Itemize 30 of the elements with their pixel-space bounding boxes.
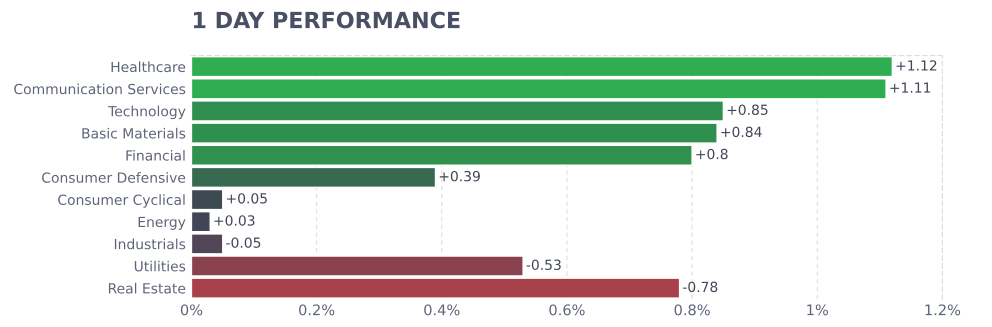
data-label: -0.53 [526,260,561,270]
y-tick-label: Real Estate [108,282,186,294]
x-tick-label: 1.2% [925,304,960,316]
y-tick-label: Technology [108,106,186,120]
y-tick-label: Healthcare [112,61,186,72]
data-label: +1.12 [896,60,936,70]
x-tick-label: 0% [180,304,202,316]
x-tick-label: 0.2% [299,304,334,316]
data-label: +0.84 [721,126,762,138]
data-label: +1.11 [890,82,930,93]
data-label: +0.03 [214,215,254,226]
data-label: -0.05 [226,237,260,248]
data-label: -0.78 [683,282,718,292]
data-label: +0.85 [728,104,768,115]
data-label: +0.39 [440,170,480,182]
x-tick-label: 0.6% [549,304,585,316]
y-tick-label: Financial [126,150,185,161]
x-tick-label: 0.4% [424,304,460,316]
y-tick-label: Industrials [114,238,186,250]
y-tick-label: Consumer Defensive [42,172,186,183]
data-label: +0.8 [696,148,728,160]
y-tick-label: Utilities [134,260,186,272]
data-label: +0.05 [226,193,267,204]
y-tick-label: Basic Materials [82,128,186,139]
y-tick-label: Communication Services [14,84,186,94]
y-tick-label: Consumer Cyclical [58,194,185,208]
x-tick-label: 1% [807,304,828,316]
x-tick-label: 0.8% [674,304,710,316]
chart-title: 1 DAY PERFORMANCE [194,12,460,28]
y-tick-label: Energy [138,216,186,230]
